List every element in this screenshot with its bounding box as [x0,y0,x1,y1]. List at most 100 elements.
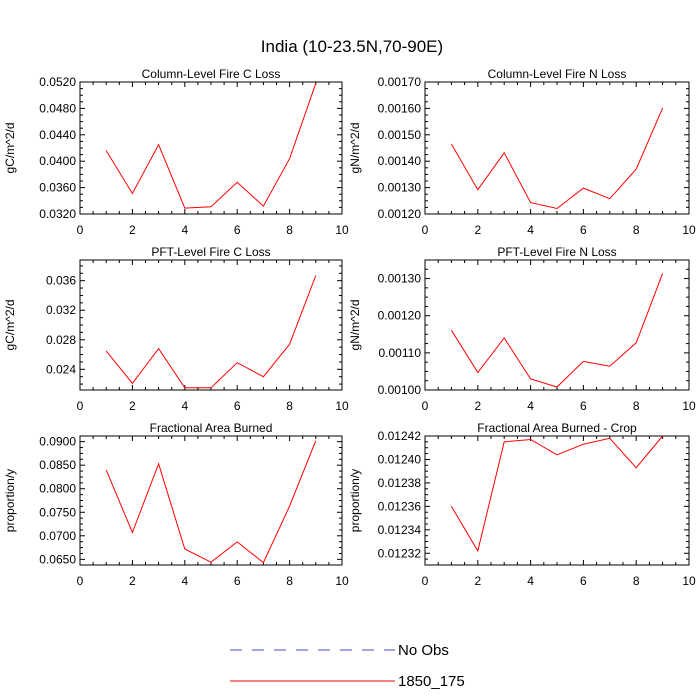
y-tick-label: 0.028 [46,333,76,347]
x-tick-label: 8 [286,223,293,237]
series-line-1850_175 [450,273,664,388]
y-axis-label: proportion/y [3,469,17,532]
x-tick-label: 0 [422,399,429,413]
y-tick-label: 0.0320 [39,207,76,221]
x-tick-label: 10 [335,399,349,413]
y-tick-label: 0.032 [46,303,76,317]
y-tick-label: 0.0360 [39,181,76,195]
x-tick-label: 4 [181,399,188,413]
x-tick-label: 2 [129,574,136,588]
panel-6: Fractional Area Burned - Crop proportion/… [348,421,696,588]
x-tick-label: 2 [474,574,481,588]
x-tick-label: 0 [77,223,84,237]
y-tick-label: 0.01242 [378,429,422,443]
y-axis-label: gC/m^2/d [3,123,17,174]
panel-title: Column-Level Fire C Loss [142,67,281,81]
legend-obs-label: No Obs [398,642,449,659]
y-tick-label: 0.01234 [378,523,422,537]
y-tick-label: 0.0650 [39,552,76,566]
x-tick-label: 8 [286,399,293,413]
panel-title: Fractional Area Burned [150,421,273,435]
panel-title: PFT-Level Fire N Loss [497,245,616,259]
y-axis-label: proportion/y [348,469,362,532]
y-tick-label: 0.00160 [378,101,422,115]
panels: Column-Level Fire C Loss gC/m^2/d 0 2 4 6 8 10 0… [3,67,696,588]
y-tick-label: 0.0480 [39,101,76,115]
legend: No Obs 1850_175 [230,642,465,690]
panel-2: Column-Level Fire N Loss gN/m^2/d 0 2 4 6 8 10 0… [348,67,696,237]
y-tick-label: 0.0850 [39,458,76,472]
x-tick-label: 4 [527,574,534,588]
y-tick-label: 0.00100 [378,383,422,397]
y-tick-label: 0.0400 [39,154,76,168]
plot-frame [424,81,690,215]
x-tick-label: 2 [474,223,481,237]
series-line-1850_175 [105,83,317,209]
x-tick-label: 4 [527,223,534,237]
x-tick-label: 10 [682,574,696,588]
panel-4: PFT-Level Fire N Loss gN/m^2/d 0 2 4 6 8 10 0.00… [348,245,696,413]
series-line-1850_175 [450,107,664,210]
y-tick-label: 0.00130 [378,272,422,286]
y-tick-label: 0.00110 [379,346,422,360]
plot-frame [79,81,343,215]
x-tick-label: 4 [181,574,188,588]
y-tick-label: 0.0800 [39,482,76,496]
x-tick-label: 6 [580,223,587,237]
y-tick-label: 0.00150 [378,128,422,142]
y-tick-label: 0.01236 [378,499,422,513]
x-tick-label: 2 [129,223,136,237]
x-tick-label: 8 [633,399,640,413]
plot-frame [424,435,690,566]
x-tick-label: 10 [335,574,349,588]
y-tick-label: 0.0750 [39,505,76,519]
panel-1: Column-Level Fire C Loss gC/m^2/d 0 2 4 6 8 10 0… [3,67,349,237]
x-tick-label: 2 [129,399,136,413]
x-tick-label: 8 [633,574,640,588]
y-tick-label: 0.00120 [378,309,422,323]
series-line-1850_175 [105,275,317,389]
x-tick-label: 6 [580,399,587,413]
x-tick-label: 10 [682,223,696,237]
plot-frame [424,259,690,391]
y-axis-label: gN/m^2/d [348,300,362,351]
y-tick-label: 0.0520 [39,75,76,89]
x-tick-label: 0 [422,574,429,588]
panel-3: PFT-Level Fire C Loss gC/m^2/d 0 2 4 6 8 10 0.02… [3,245,349,413]
y-tick-label: 0.00120 [378,207,422,221]
panel-title: Column-Level Fire N Loss [488,67,627,81]
x-tick-label: 8 [633,223,640,237]
y-tick-label: 0.00140 [378,154,422,168]
y-tick-label: 0.01240 [378,452,422,466]
y-tick-label: 0.0700 [39,529,76,543]
x-tick-label: 6 [234,223,241,237]
y-tick-label: 0.00130 [378,181,422,195]
x-tick-label: 6 [580,574,587,588]
x-tick-label: 0 [77,399,84,413]
figure-title: India (10-23.5N,70-90E) [261,37,443,56]
y-tick-label: 0.0440 [39,128,76,142]
x-tick-label: 4 [181,223,188,237]
y-tick-label: 0.01232 [378,546,422,560]
x-tick-label: 2 [474,399,481,413]
x-tick-label: 6 [234,574,241,588]
x-tick-label: 0 [77,574,84,588]
panel-title: PFT-Level Fire C Loss [151,245,270,259]
y-tick-label: 0.024 [46,362,76,376]
x-tick-label: 0 [422,223,429,237]
y-tick-label: 0.036 [46,274,76,288]
x-tick-label: 4 [527,399,534,413]
y-tick-label: 0.00170 [378,75,422,89]
panel-title: Fractional Area Burned - Crop [477,421,637,435]
x-tick-label: 10 [335,223,349,237]
y-axis-label: gN/m^2/d [348,123,362,174]
y-axis-label: gC/m^2/d [3,300,17,351]
y-tick-label: 0.0900 [39,435,76,449]
series-line-1850_175 [105,440,317,564]
x-tick-label: 6 [234,399,241,413]
series-line-1850_175 [450,435,663,553]
plot-frame [79,259,343,391]
x-tick-label: 10 [682,399,696,413]
y-tick-label: 0.01238 [378,476,422,490]
